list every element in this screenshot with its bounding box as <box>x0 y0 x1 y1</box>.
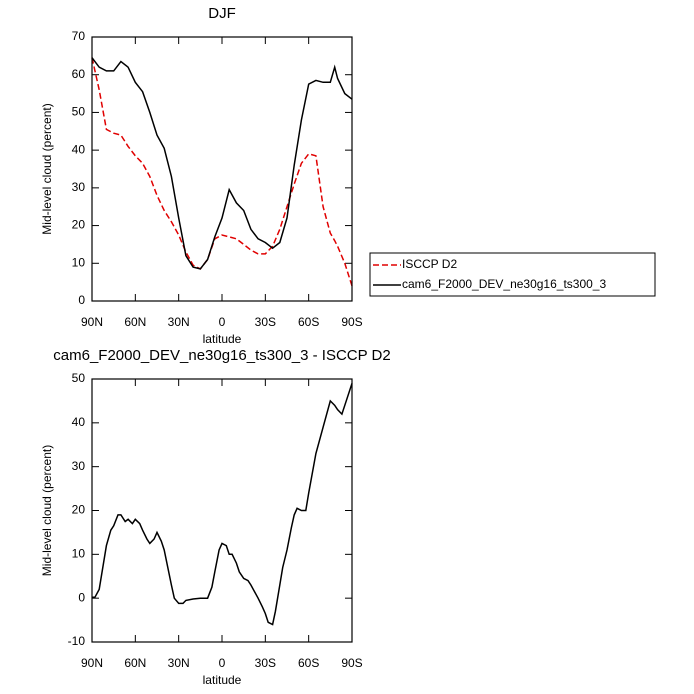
y-tick-label: 50 <box>72 105 86 119</box>
y-tick-label: 30 <box>72 459 86 473</box>
y-tick-label: 10 <box>72 547 86 561</box>
x-tick-label: 60S <box>298 656 319 670</box>
y-axis-label: Mid-level cloud (percent) <box>40 445 54 576</box>
x-tick-label: 90S <box>341 315 362 329</box>
y-tick-label: -10 <box>68 634 86 648</box>
x-tick-label: 90N <box>81 315 103 329</box>
x-tick-label: 30S <box>255 656 276 670</box>
y-tick-label: 70 <box>72 29 86 43</box>
plot-frame <box>91 36 353 302</box>
data-line <box>91 57 353 270</box>
legend-label: cam6_F2000_DEV_ne30g16_ts300_3 <box>402 277 606 291</box>
chart-title: cam6_F2000_DEV_ne30g16_ts300_3 - ISCCP D… <box>53 347 390 364</box>
y-tick-label: 40 <box>72 415 86 429</box>
y-tick-label: 0 <box>78 590 85 604</box>
y-tick-label: 60 <box>72 67 86 81</box>
x-tick-label: 60N <box>124 656 146 670</box>
y-axis-label: Mid-level cloud (percent) <box>40 103 54 234</box>
plot-frame <box>91 378 353 643</box>
x-tick-label: 60S <box>298 315 319 329</box>
x-tick-label: 30S <box>255 315 276 329</box>
x-tick-label: 0 <box>219 656 226 670</box>
x-tick-label: 90S <box>341 656 362 670</box>
y-tick-label: 50 <box>72 371 86 385</box>
x-axis-label: latitude <box>203 673 242 687</box>
y-tick-label: 0 <box>78 293 85 307</box>
data-line <box>91 57 353 287</box>
x-tick-label: 90N <box>81 656 103 670</box>
y-tick-label: 40 <box>72 142 86 156</box>
y-tick-label: 20 <box>72 503 86 517</box>
chart-title: DJF <box>208 5 236 22</box>
legend-box <box>369 252 656 297</box>
data-line <box>92 383 353 626</box>
y-tick-label: 30 <box>72 180 86 194</box>
x-tick-label: 60N <box>124 315 146 329</box>
x-tick-label: 30N <box>168 656 190 670</box>
x-tick-label: 0 <box>219 315 226 329</box>
x-axis-label: latitude <box>203 332 242 346</box>
legend-label: ISCCP D2 <box>402 257 457 271</box>
y-tick-label: 10 <box>72 255 86 269</box>
y-tick-label: 20 <box>72 218 86 232</box>
x-tick-label: 30N <box>168 315 190 329</box>
